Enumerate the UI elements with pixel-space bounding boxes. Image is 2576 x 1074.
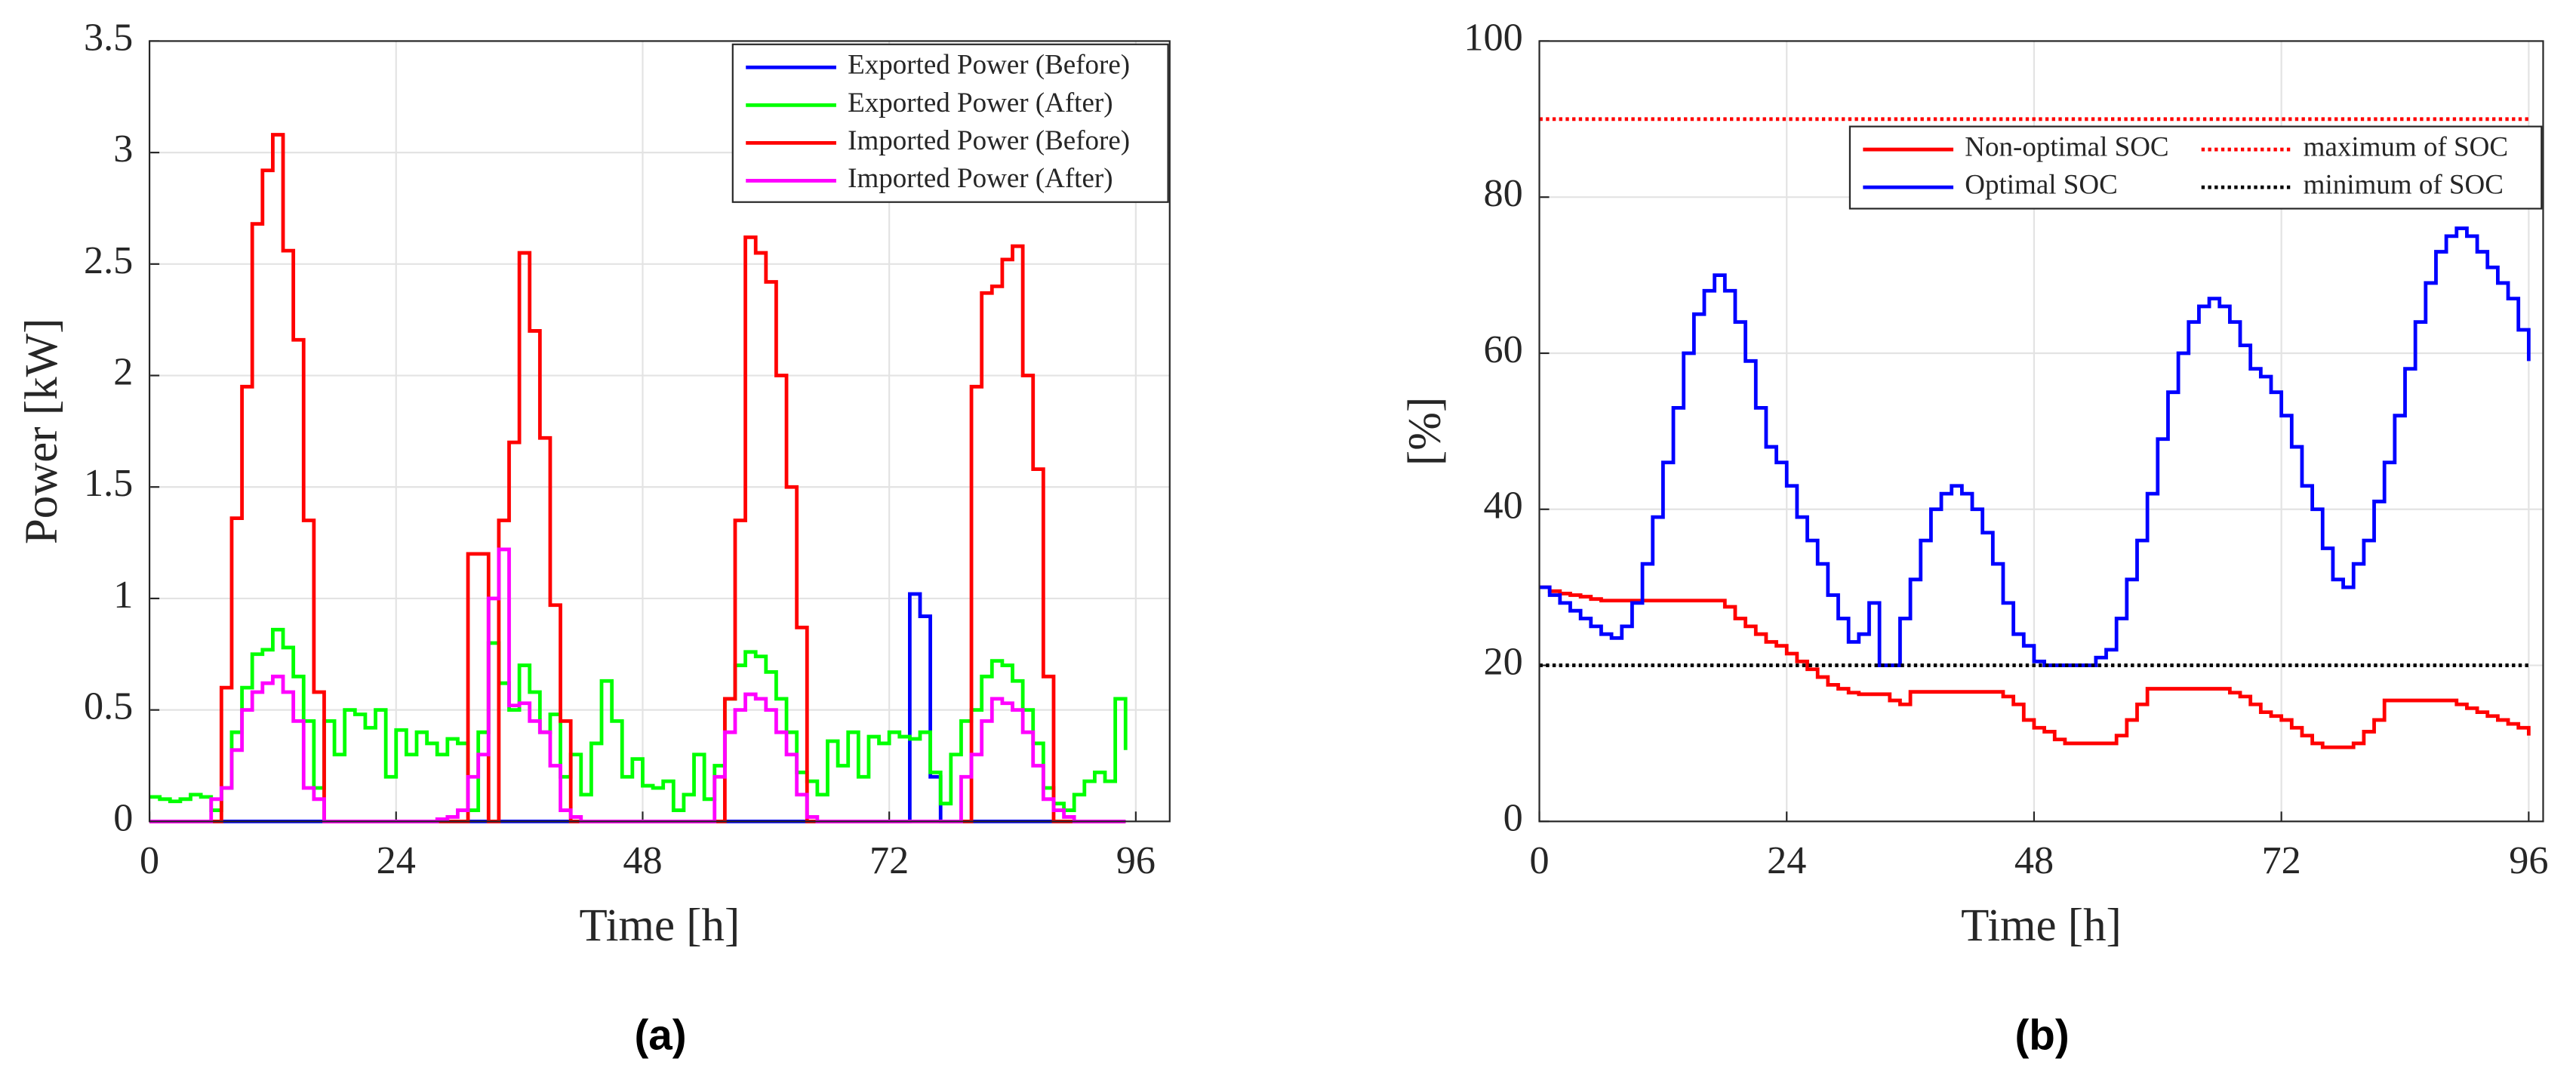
y-tick-label: 80 [1484,171,1523,215]
y-tick-label: 60 [1484,328,1523,371]
y-axis-label: Power [kW] [17,319,67,545]
legend-label: maximum of SOC [2304,132,2508,163]
x-tick-label: 96 [2509,839,2548,882]
legend-label: minimum of SOC [2304,170,2504,201]
x-axis-label: Time [h] [1961,900,2122,951]
legend-label: Imported Power (After) [848,163,1113,194]
y-tick-label: 0 [1503,795,1523,839]
y-tick-label: 2.5 [84,238,133,282]
x-tick-label: 24 [377,839,416,882]
x-tick-label: 72 [869,839,909,882]
y-tick-label: 1 [113,573,133,617]
axes-box [148,40,1171,823]
legend-label: Exported Power (Before) [848,50,1130,81]
y-axis-label: [%] [1400,397,1451,466]
y-tick-label: 3.5 [84,15,133,59]
x-tick-label: 0 [140,839,159,882]
legend-label: Optimal SOC [1965,170,2117,201]
y-tick-label: 100 [1463,15,1522,59]
y-tick-label: 3 [113,127,133,171]
legend-label: Exported Power (After) [848,88,1113,118]
x-tick-label: 72 [2262,839,2301,882]
x-tick-label: 48 [623,839,662,882]
series-line [1539,226,2531,667]
caption: (a) [634,1011,686,1059]
legend-label: Imported Power (Before) [848,125,1130,156]
series-line [1539,585,2531,749]
x-tick-label: 0 [1529,839,1549,882]
x-axis-label: Time [h] [580,900,740,951]
y-tick-label: 0 [113,795,133,839]
y-tick-label: 40 [1484,484,1523,528]
y-tick-label: 0.5 [84,685,133,728]
caption: (b) [2014,1011,2069,1059]
axes-box [1538,40,2544,823]
x-tick-label: 96 [1116,839,1156,882]
y-tick-label: 20 [1484,640,1523,684]
x-tick-label: 48 [2014,839,2054,882]
legend-box [1848,125,2543,210]
x-tick-label: 24 [1767,839,1806,882]
y-tick-label: 2 [113,350,133,394]
legend-label: Non-optimal SOC [1965,132,2168,163]
series-line [149,627,1128,812]
y-tick-label: 1.5 [84,461,133,505]
legend-box [731,43,1169,203]
